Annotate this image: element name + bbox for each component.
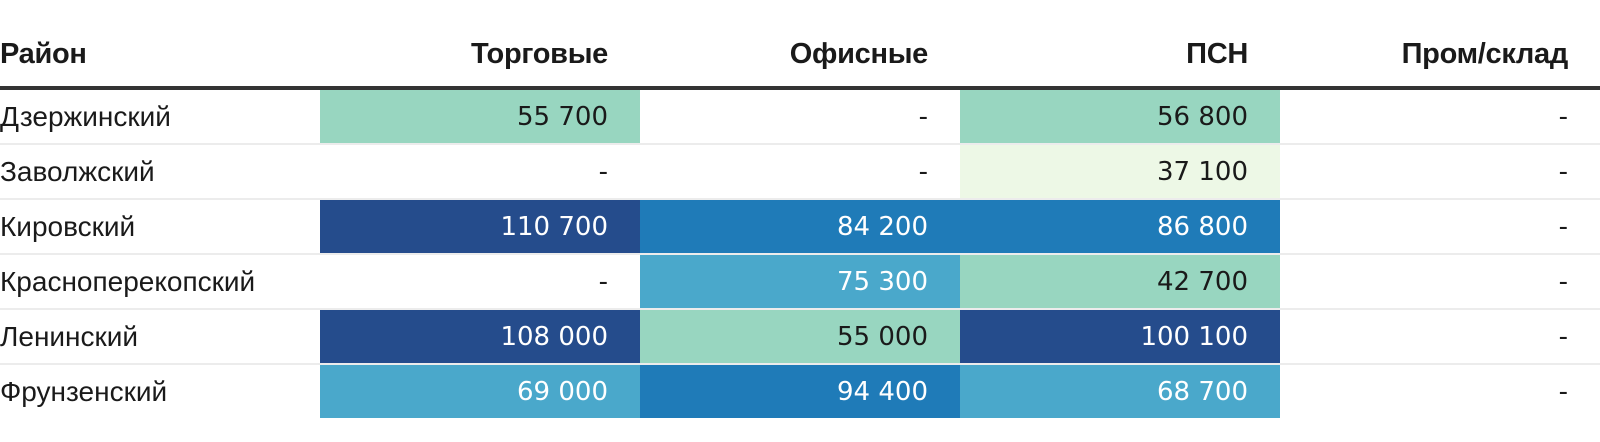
district-name-cell: Ленинский <box>0 309 320 365</box>
table-row: Заволжский - -37 100- <box>0 144 1600 200</box>
district-name-cell: Кировский <box>0 199 320 255</box>
heatmap-cell-retail: 108 000 <box>320 309 640 365</box>
heatmap-cell-retail: - <box>320 254 640 310</box>
header-row: Район Торговые Офисные ПСН Пром/склад <box>0 22 1600 90</box>
district-name-cell: Красноперекопский <box>0 254 320 310</box>
column-header-psn: ПСН <box>960 22 1280 90</box>
heatmap-cell-psn: 37 100 <box>960 144 1280 200</box>
district-name-cell: Дзержинский <box>0 88 320 145</box>
table-row: Дзержинский 55 700-56 800- <box>0 88 1600 145</box>
table-row: Кировский 110 700 84 200 86 800- <box>0 199 1600 255</box>
heatmap-cell-industrial-warehouse: - <box>1280 364 1600 418</box>
heatmap-table: Район Торговые Офисные ПСН Пром/склад Дз… <box>0 22 1600 418</box>
heatmap-cell-psn: 42 700 <box>960 254 1280 310</box>
heatmap-cell-psn: 56 800 <box>960 88 1280 145</box>
heatmap-cell-industrial-warehouse: - <box>1280 254 1600 310</box>
heatmap-cell-psn: 86 800 <box>960 199 1280 255</box>
table-row: Ленинский 108 000 55 000 100 100- <box>0 309 1600 365</box>
heatmap-cell-office: 75 300 <box>640 254 960 310</box>
district-name-cell: Заволжский <box>0 144 320 200</box>
table-row: Красноперекопский -75 300 42 700- <box>0 254 1600 310</box>
heatmap-cell-industrial-warehouse: - <box>1280 309 1600 365</box>
heatmap-cell-office: - <box>640 144 960 200</box>
column-header-office: Офисные <box>640 22 960 90</box>
heatmap-cell-office: 84 200 <box>640 199 960 255</box>
column-header-district: Район <box>0 22 320 90</box>
heatmap-cell-retail: 55 700 <box>320 88 640 145</box>
column-header-retail: Торговые <box>320 22 640 90</box>
table-body: Дзержинский 55 700-56 800- Заволжский - -37 … <box>0 88 1600 418</box>
heatmap-cell-office: 94 400 <box>640 364 960 418</box>
heatmap-cell-retail: 69 000 <box>320 364 640 418</box>
heatmap-cell-industrial-warehouse: - <box>1280 88 1600 145</box>
heatmap-cell-office: - <box>640 88 960 145</box>
heatmap-cell-office: 55 000 <box>640 309 960 365</box>
heatmap-table-container: Район Торговые Офисные ПСН Пром/склад Дз… <box>0 22 1600 418</box>
district-name-cell: Фрунзенский <box>0 375 168 407</box>
heatmap-cell-industrial-warehouse: - <box>1280 144 1600 200</box>
heatmap-cell-psn: 100 100 <box>960 309 1280 365</box>
heatmap-cell-retail: - <box>320 144 640 200</box>
column-header-industrial-warehouse: Пром/склад <box>1280 22 1600 90</box>
heatmap-cell-retail: 110 700 <box>320 199 640 255</box>
table-row: Фрунзенский 69 000 94 400 68 700- <box>0 364 1600 418</box>
heatmap-cell-psn: 68 700 <box>960 364 1280 418</box>
heatmap-cell-industrial-warehouse: - <box>1280 199 1600 255</box>
